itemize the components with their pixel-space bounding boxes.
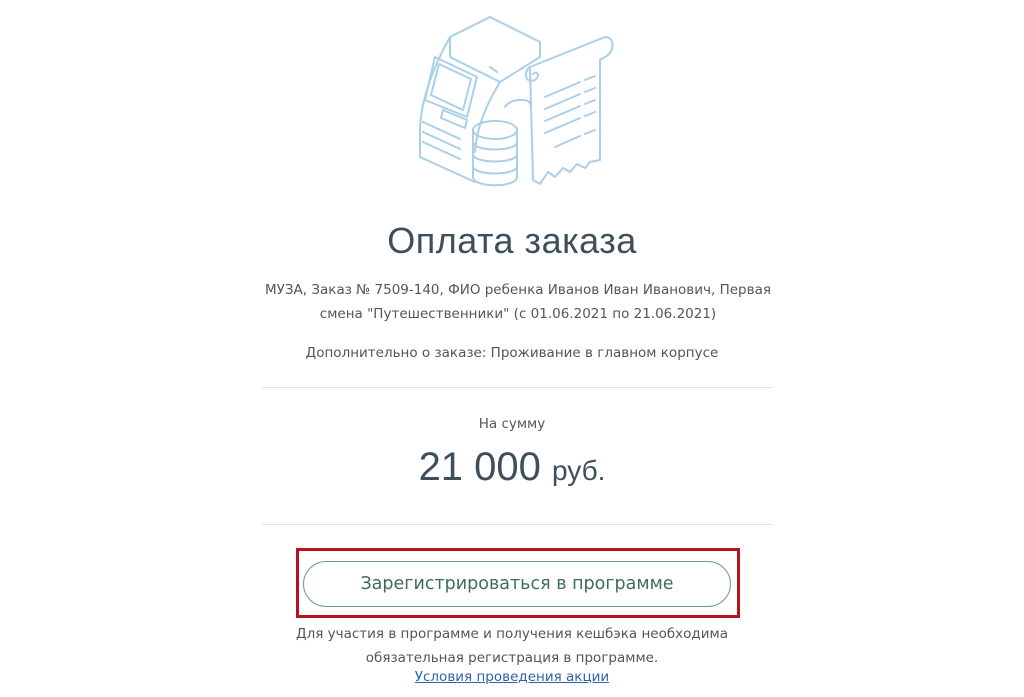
divider [262,387,772,388]
amount-currency: руб. [552,455,606,486]
highlight-box [296,548,740,618]
order-description-line1: МУЗА, Заказ № 7509-140, ФИО ребенка Иван… [265,282,771,298]
order-extra-info: Дополнительно о заказе: Проживание в гла… [305,345,719,361]
sum-label: На сумму [478,416,546,432]
amount-value: 21 000 [418,445,541,489]
register-program-button[interactable]: Зарегистрироваться в программе [303,561,731,607]
payment-amount: 21 000 руб. [0,445,1024,490]
program-note: Для участия в программе и получения кешб… [0,622,1024,670]
order-description: МУЗА, Заказ № 7509-140, ФИО ребенка Иван… [262,278,774,326]
divider [262,524,772,525]
atm-coins-receipt-icon [405,12,615,197]
program-note-line1: Для участия в программе и получения кешб… [296,626,728,642]
terms-link[interactable]: Условия проведения акции [0,669,1024,685]
program-note-line2: обязательная регистрация в программе. [365,650,659,666]
order-description-line2: смена "Путешественники" (с 01.06.2021 по… [319,306,717,322]
page-title: Оплата заказа [387,220,637,261]
terms-link-text[interactable]: Условия проведения акции [414,669,610,685]
